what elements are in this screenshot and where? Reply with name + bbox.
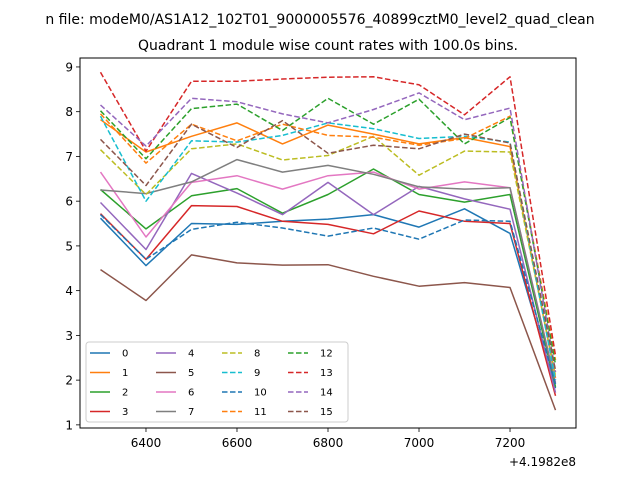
y-tick-label: 3 [65, 329, 73, 343]
series-line-14 [99, 92, 557, 373]
legend-label-6: 6 [188, 388, 194, 399]
legend-label-1: 1 [122, 368, 128, 379]
legend-label-0: 0 [122, 349, 128, 360]
series-line-0 [99, 208, 557, 389]
series-line-9 [99, 115, 557, 381]
legend-label-14: 14 [320, 388, 333, 399]
legend-label-2: 2 [122, 388, 128, 399]
y-tick-label: 2 [65, 374, 73, 388]
legend-label-9: 9 [254, 368, 260, 379]
legend-label-7: 7 [188, 407, 194, 418]
series-line-8 [99, 135, 557, 376]
series-line-5 [100, 254, 557, 411]
series-line-10 [99, 214, 557, 385]
legend-label-12: 12 [320, 349, 333, 360]
legend-label-15: 15 [320, 407, 333, 418]
series-line-12 [99, 97, 557, 365]
y-tick-label: 5 [65, 239, 73, 253]
legend-box [85, 341, 349, 423]
series-line-13 [99, 71, 557, 356]
series-layer [99, 71, 557, 411]
y-tick-label: 7 [65, 150, 73, 164]
chart-title: Quadrant 1 module wise count rates with … [138, 38, 518, 54]
series-line-1 [100, 119, 557, 379]
series-line-7 [100, 158, 557, 384]
series-line-6 [99, 171, 557, 383]
x-tick-label: 7000 [404, 436, 435, 450]
y-tick-label: 9 [65, 60, 73, 74]
y-tick-label: 8 [65, 105, 73, 119]
figure-suptitle: n file: modeM0/AS1A12_102T01_9000005576_… [45, 12, 594, 28]
legend-label-3: 3 [122, 407, 128, 418]
x-tick-label: 7200 [495, 436, 526, 450]
legend-label-13: 13 [320, 368, 333, 379]
y-tick-label: 4 [65, 284, 73, 298]
legend-label-11: 11 [254, 407, 267, 418]
series-line-3 [99, 204, 557, 396]
x-tick-label: 6400 [131, 436, 162, 450]
x-tick-label: 6600 [222, 436, 253, 450]
y-tick-label: 6 [65, 195, 73, 209]
x-offset-label: +4.1982e8 [509, 455, 576, 469]
legend-label-10: 10 [254, 388, 267, 399]
legend-label-5: 5 [188, 368, 194, 379]
legend-label-4: 4 [188, 349, 194, 360]
series-line-4 [99, 172, 557, 393]
y-tick-label: 1 [65, 418, 73, 432]
series-line-2 [100, 168, 557, 387]
legend-label-8: 8 [254, 349, 260, 360]
series-line-15 [99, 119, 557, 371]
x-tick-label: 6800 [313, 436, 344, 450]
series-line-11 [99, 113, 557, 361]
